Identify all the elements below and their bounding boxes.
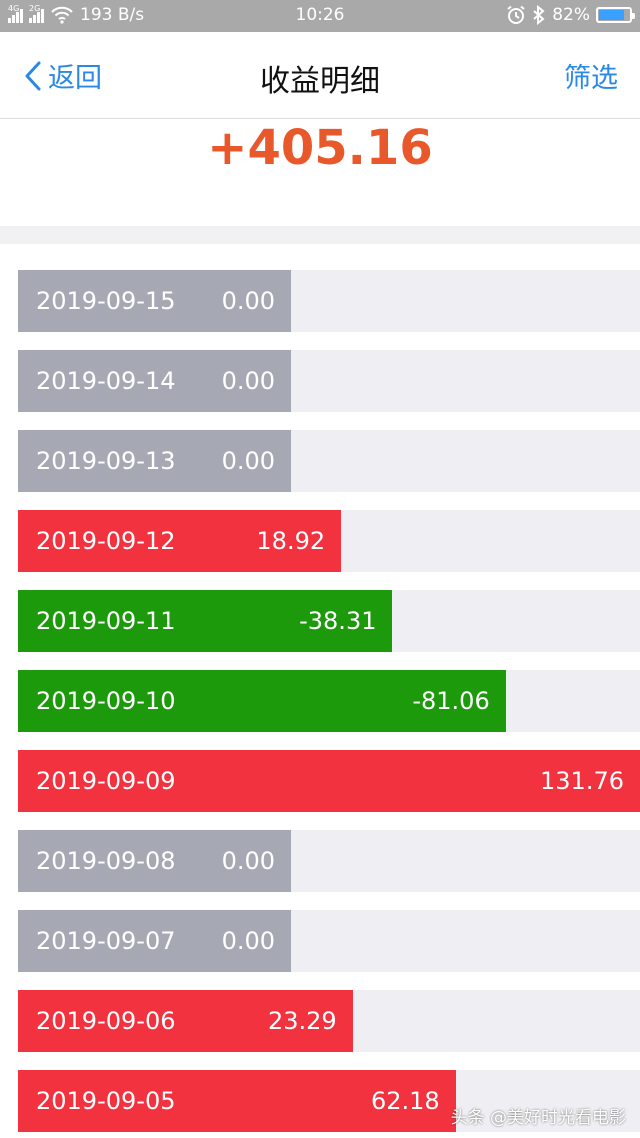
status-left: 4G 2G 193 B/s <box>8 4 145 25</box>
record-amount: 131.76 <box>540 767 624 795</box>
nav-bar: 返回 收益明细 筛选 <box>0 32 640 119</box>
record-date: 2019-09-10 <box>36 687 176 715</box>
cellular-signal-icon: 2G <box>29 4 44 23</box>
record-amount: 0.00 <box>221 927 275 955</box>
record-row[interactable]: 2019-09-06 23.29 <box>18 990 640 1052</box>
record-date: 2019-09-13 <box>36 447 176 475</box>
record-row[interactable]: 2019-09-10 -81.06 <box>18 670 640 732</box>
record-date: 2019-09-12 <box>36 527 176 555</box>
record-bar <box>18 430 291 492</box>
record-row[interactable]: 2019-09-13 0.00 <box>18 430 640 492</box>
record-bar <box>18 350 291 412</box>
record-bar <box>18 670 506 732</box>
record-bar <box>18 510 342 572</box>
record-bar <box>18 830 291 892</box>
battery-percent: 82% <box>552 5 590 25</box>
back-button[interactable]: 返回 <box>24 56 102 95</box>
record-date: 2019-09-07 <box>36 927 176 955</box>
battery-icon <box>596 7 635 23</box>
record-amount: -38.31 <box>299 607 377 635</box>
record-date: 2019-09-11 <box>36 607 176 635</box>
chevron-left-icon <box>25 61 41 90</box>
record-row[interactable]: 2019-09-07 0.00 <box>18 910 640 972</box>
total-earnings: +405.16 <box>207 120 433 176</box>
record-amount: 0.00 <box>221 287 275 315</box>
alarm-icon <box>507 5 525 24</box>
record-bar <box>18 990 353 1052</box>
network-type-label: 2G <box>29 4 41 13</box>
record-row[interactable]: 2019-09-08 0.00 <box>18 830 640 892</box>
record-row[interactable]: 2019-09-12 18.92 <box>18 510 640 572</box>
record-row[interactable]: 2019-09-15 0.00 <box>18 270 640 332</box>
record-amount: 0.00 <box>221 367 275 395</box>
record-bar <box>18 590 393 652</box>
record-bar <box>18 270 291 332</box>
status-bar: 4G 2G 193 B/s 10:26 82% <box>0 0 640 32</box>
record-date: 2019-09-06 <box>36 1007 176 1035</box>
section-divider <box>0 226 640 244</box>
record-amount: 0.00 <box>221 847 275 875</box>
network-type-label: 4G <box>8 4 20 13</box>
record-date: 2019-09-15 <box>36 287 176 315</box>
record-amount: 62.18 <box>370 1087 440 1115</box>
record-amount: 23.29 <box>267 1007 337 1035</box>
network-speed: 193 B/s <box>80 5 145 25</box>
record-bar <box>18 750 640 812</box>
status-right: 82% <box>506 5 635 25</box>
record-date: 2019-09-09 <box>36 767 176 795</box>
record-row[interactable]: 2019-09-14 0.00 <box>18 350 640 412</box>
record-row[interactable]: 2019-09-09 131.76 <box>18 750 640 812</box>
record-date: 2019-09-14 <box>36 367 176 395</box>
cellular-signal-icon: 4G <box>8 4 23 23</box>
record-bar <box>18 910 291 972</box>
back-button-label: 返回 <box>48 63 102 94</box>
record-date: 2019-09-05 <box>36 1087 176 1115</box>
record-row[interactable]: 2019-09-05 62.18 <box>18 1070 640 1132</box>
clock: 10:26 <box>295 5 345 25</box>
record-amount: 0.00 <box>221 447 275 475</box>
record-amount: 18.92 <box>256 527 326 555</box>
record-row[interactable]: 2019-09-11 -38.31 <box>18 590 640 652</box>
watermark: 头条 @美好时光看电影 <box>450 1108 626 1128</box>
wifi-icon <box>51 6 73 24</box>
bluetooth-icon <box>533 5 545 25</box>
record-amount: -81.06 <box>412 687 490 715</box>
filter-button[interactable]: 筛选 <box>564 63 618 94</box>
record-bar <box>18 1070 456 1132</box>
record-date: 2019-09-08 <box>36 847 176 875</box>
